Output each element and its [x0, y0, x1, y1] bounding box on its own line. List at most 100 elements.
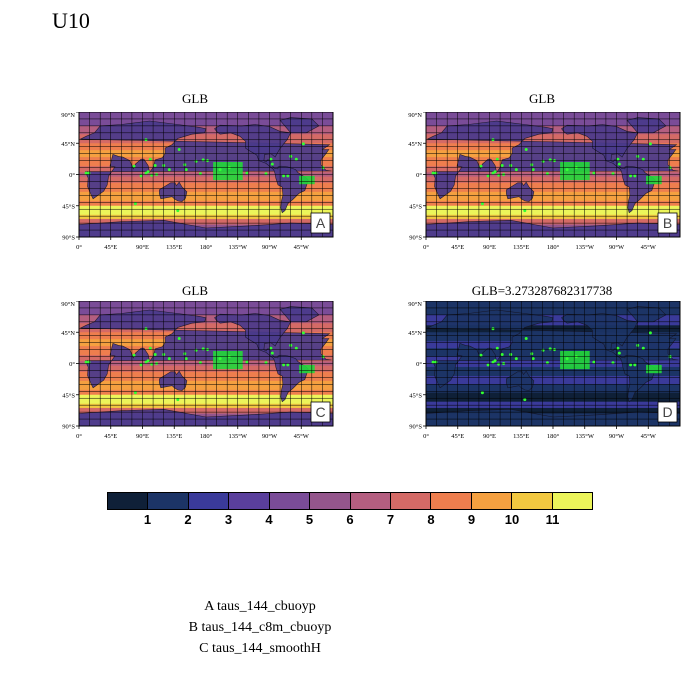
panel-tag-label: B — [663, 215, 672, 231]
lon-tick-label: 45°W — [294, 433, 310, 440]
lon-tick-label: 0° — [423, 244, 429, 251]
station-marker — [198, 361, 202, 365]
panel-tag-box — [310, 212, 331, 234]
experiment-legend: A taus_144_cbuoyp B taus_144_c8m_cbuoyp … — [110, 596, 410, 659]
station-marker — [514, 357, 518, 361]
lon-tick-label: 135°E — [166, 433, 182, 440]
station-marker — [541, 159, 545, 163]
station-marker — [431, 171, 435, 175]
colorbar-swatch — [431, 493, 472, 509]
station-marker — [177, 148, 181, 151]
lon-tick-label: 180° — [547, 433, 560, 440]
colorbar-swatch — [108, 493, 149, 509]
station-marker — [592, 171, 596, 175]
lon-tick-label: 45°E — [104, 433, 117, 440]
map-field — [426, 301, 680, 426]
lat-tick-label: 45°N — [61, 141, 75, 148]
lat-tick-label: 0° — [416, 172, 422, 179]
variable-title: U10 — [52, 8, 90, 33]
station-marker — [531, 357, 535, 361]
station-marker — [146, 359, 150, 363]
station-marker — [514, 168, 518, 172]
station-marker — [286, 363, 290, 367]
map-panel-c: 90°N 45°N 0° 45°S 90°S 0° 45°E 90°E 135°E 180° 135… — [55, 301, 335, 446]
lon-tick-label: 90°W — [609, 244, 625, 251]
station-marker — [282, 174, 286, 178]
station-marker — [629, 174, 633, 178]
lon-tick-label: 180° — [547, 244, 560, 251]
lon-tick-label: 0° — [423, 433, 429, 440]
station-marker — [245, 171, 249, 175]
station-marker — [139, 363, 143, 367]
lat-tick-label: 45°S — [409, 203, 422, 210]
lat-tick-label: 45°N — [408, 141, 422, 148]
lon-tick-label: 45°E — [451, 244, 464, 251]
station-marker — [434, 360, 438, 364]
station-marker — [286, 174, 290, 178]
colorbar-tick-label: 1 — [143, 512, 152, 527]
lon-tick-label: 135°E — [513, 433, 529, 440]
colorbar-swatch — [148, 493, 189, 509]
station-marker — [132, 353, 136, 357]
station-marker — [153, 164, 157, 167]
panel-title-b: GLB — [529, 91, 555, 106]
lon-tick-label: 90°E — [483, 433, 496, 440]
map-field — [79, 112, 333, 237]
lat-tick-label: 90°S — [62, 235, 75, 242]
station-marker — [493, 359, 497, 363]
colorbar-tick-label: 8 — [427, 512, 435, 527]
station-marker — [545, 172, 549, 176]
station-marker — [167, 168, 171, 172]
station-marker — [479, 164, 483, 168]
lat-tick-label: 90°S — [409, 235, 422, 242]
colorbar-swatch — [471, 493, 513, 509]
colorbar-swatch — [229, 493, 270, 509]
station-marker — [87, 360, 91, 364]
colorbar-swatch — [390, 493, 432, 509]
colorbar-tick-label: 5 — [305, 512, 314, 527]
station-marker — [434, 171, 438, 175]
lat-tick-label: 90°N — [61, 112, 75, 119]
station-marker — [150, 173, 154, 177]
station-marker — [541, 348, 545, 352]
continent-outline — [506, 370, 535, 391]
colorbar-swatch — [512, 493, 553, 509]
station-marker — [524, 148, 528, 151]
station-marker — [486, 174, 490, 178]
station-marker — [616, 157, 620, 161]
station-marker — [167, 357, 171, 361]
lon-tick-label: 0° — [76, 244, 82, 251]
station-marker — [153, 353, 157, 356]
map-field — [79, 301, 333, 426]
station-marker — [495, 157, 499, 161]
station-marker — [84, 171, 88, 175]
lat-tick-label: 90°N — [61, 301, 75, 308]
station-marker — [548, 347, 552, 351]
lon-tick-label: 90°W — [609, 433, 625, 440]
panel-tag-label: D — [662, 404, 672, 420]
station-marker — [301, 142, 305, 146]
panel-tag-box — [310, 401, 331, 423]
colorbar-swatch — [552, 493, 593, 509]
lat-tick-label: 45°N — [408, 330, 422, 337]
station-marker — [616, 346, 620, 350]
map-panel-b: 90°N 45°N 0° 45°S 90°S 0° 45°E 90°E 135°E 180° 135… — [402, 112, 682, 257]
station-marker — [198, 172, 202, 176]
station-marker — [139, 174, 143, 178]
colorbar-labels: 1 2 3 4 5 6 7 8 9 10 11 — [107, 512, 593, 528]
lat-tick-label: 90°S — [409, 424, 422, 431]
station-marker — [218, 357, 222, 361]
panel-tag-label: A — [316, 215, 326, 231]
station-marker — [194, 159, 198, 163]
continent-outline — [159, 370, 188, 391]
station-marker — [150, 362, 154, 366]
station-marker — [148, 157, 152, 161]
continent-outline — [159, 181, 188, 202]
station-marker — [523, 209, 527, 213]
station-marker — [87, 171, 91, 175]
lon-tick-label: 45°E — [451, 433, 464, 440]
station-marker — [84, 360, 88, 364]
station-marker — [264, 361, 268, 365]
station-marker — [633, 174, 637, 178]
station-marker — [500, 164, 504, 167]
